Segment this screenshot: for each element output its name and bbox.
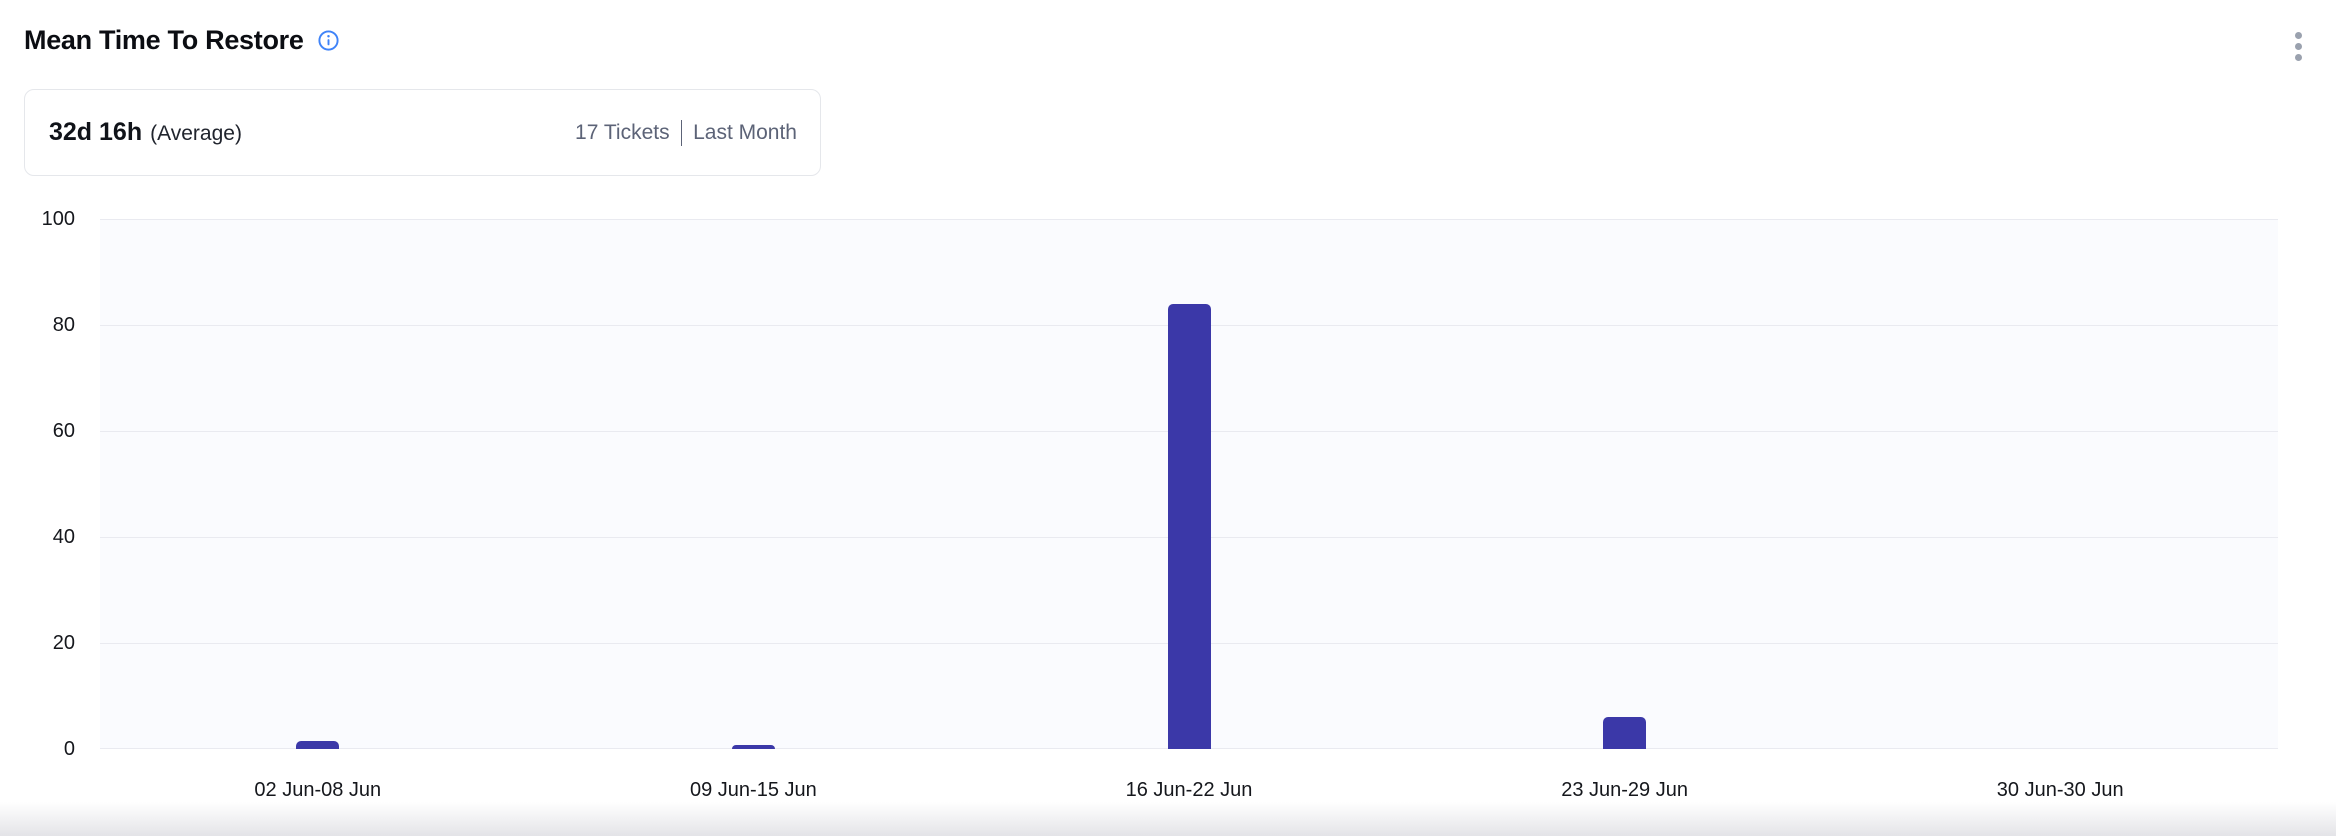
bar-16 Jun-22 Jun[interactable] (1167, 303, 1211, 749)
page-title: Mean Time To Restore (24, 25, 304, 55)
x-tick-label-16 Jun-22 Jun: 16 Jun-22 Jun (1125, 779, 1253, 801)
kebab-dot (2295, 32, 2302, 39)
x-tick-label-30 Jun-30 Jun: 30 Jun-30 Jun (1996, 779, 2124, 801)
average-value: 32d 16h (49, 118, 143, 146)
widget-header: Mean Time To Restore (24, 20, 340, 60)
y-tick-label-0: 0 (63, 738, 75, 760)
period-label: Last Month (693, 120, 797, 144)
y-tick-label-60: 60 (52, 420, 75, 442)
average-metric: 32d 16h (Average) (49, 118, 242, 147)
tickets-count: 17 Tickets (575, 120, 670, 144)
kebab-menu-icon[interactable] (2289, 28, 2308, 65)
plot-area (100, 219, 2278, 749)
bar-09 Jun-15 Jun[interactable] (731, 745, 775, 749)
kebab-dot (2295, 43, 2302, 50)
info-icon[interactable] (317, 29, 340, 52)
y-tick-label-80: 80 (52, 314, 75, 336)
gridline-100 (100, 219, 2278, 220)
x-tick-label-09 Jun-15 Jun: 09 Jun-15 Jun (690, 779, 817, 801)
summary-card: 32d 16h (Average) 17 Tickets Last Month (24, 89, 821, 176)
bar-02 Jun-08 Jun[interactable] (296, 741, 340, 749)
kebab-dot (2295, 54, 2302, 61)
y-tick-label-20: 20 (52, 632, 75, 654)
summary-meta: 17 Tickets Last Month (575, 119, 797, 146)
y-tick-label-40: 40 (52, 526, 75, 548)
y-tick-label-100: 100 (41, 208, 75, 230)
meta-separator (680, 119, 683, 146)
x-tick-label-02 Jun-08 Jun: 02 Jun-08 Jun (254, 779, 382, 801)
x-tick-label-23 Jun-29 Jun: 23 Jun-29 Jun (1561, 779, 1688, 801)
average-label: (Average) (150, 122, 242, 145)
bar-23 Jun-29 Jun[interactable] (1603, 717, 1647, 749)
